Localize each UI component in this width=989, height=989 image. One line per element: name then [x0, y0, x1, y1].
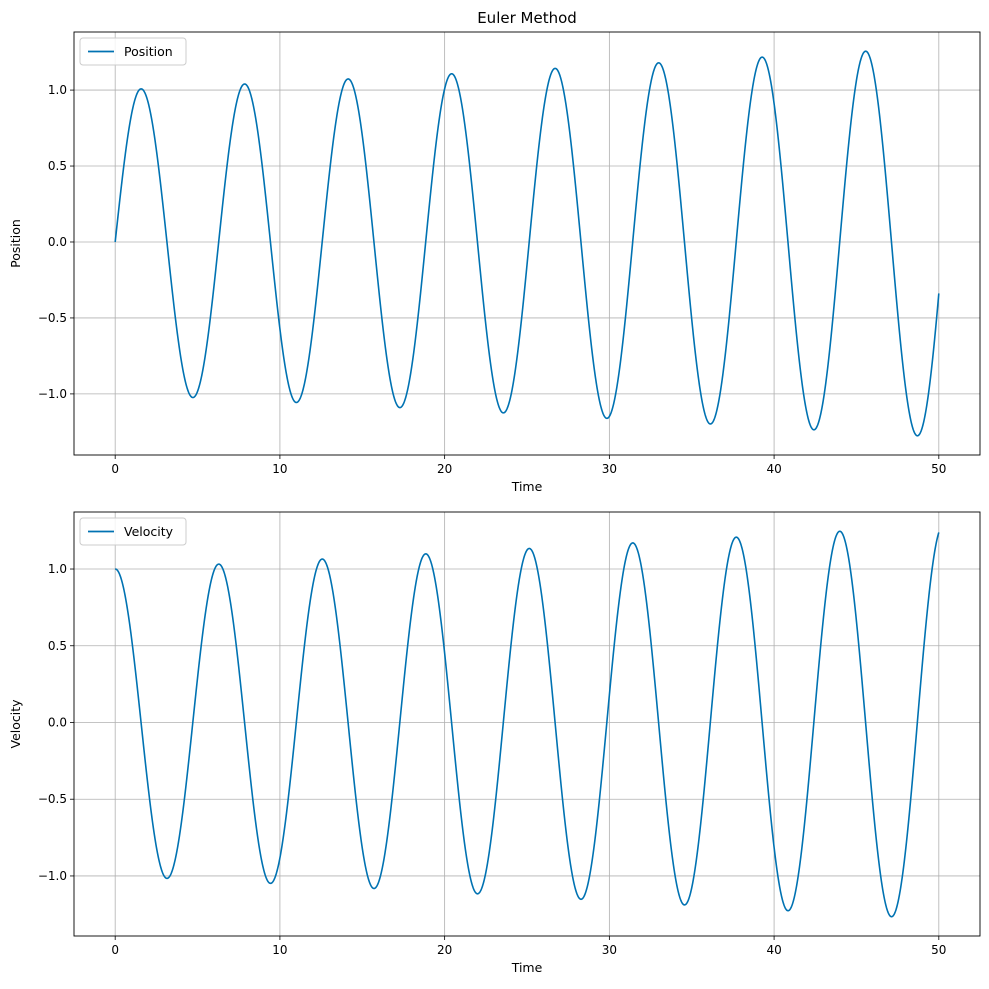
x-tick-label: 30 — [602, 943, 617, 957]
x-axis-label: Time — [511, 479, 543, 494]
y-axis-label: Velocity — [8, 699, 23, 749]
legend-label: Position — [124, 44, 173, 59]
x-tick-label: 20 — [437, 943, 452, 957]
x-tick-label: 0 — [111, 943, 119, 957]
legend-box — [79, 37, 187, 66]
x-tick-label: 30 — [602, 462, 617, 476]
y-axis-label: Position — [8, 219, 23, 268]
x-tick-label: 10 — [272, 462, 287, 476]
x-axis-label: Time — [511, 960, 543, 975]
y-tick-label: 0.5 — [48, 159, 67, 173]
x-tick-label: 40 — [766, 462, 781, 476]
axes-frame — [73, 31, 981, 456]
x-tick-label: 40 — [766, 943, 781, 957]
axes-velocity: 0 10 20 30 40 50 −1.0 −0.5 0.0 0.5 1.0 Time Velocity… — [8, 511, 981, 975]
y-tick-label: 1.0 — [48, 562, 67, 576]
legend: Position — [79, 37, 187, 66]
y-tick-label: −0.5 — [38, 311, 67, 325]
y-tick-label: 0.0 — [48, 235, 67, 249]
y-tick-label: −1.0 — [38, 869, 67, 883]
legend: Velocity — [79, 517, 187, 546]
axes-frame — [73, 511, 981, 937]
x-tick-label: 50 — [931, 943, 946, 957]
x-tick-label: 10 — [272, 943, 287, 957]
series-line-velocity — [115, 530, 940, 918]
y-tick-label: −1.0 — [38, 387, 67, 401]
axes-position: 0 10 20 30 40 50 −1.0 −0.5 0.0 0.5 1.0 Time Position… — [8, 9, 981, 494]
legend-label: Velocity — [124, 524, 174, 539]
x-tick-label: 50 — [931, 462, 946, 476]
x-tick-label: 0 — [111, 462, 119, 476]
chart-title: Euler Method — [477, 9, 577, 27]
y-tick-label: 0.0 — [48, 715, 67, 729]
x-tick-label: 20 — [437, 462, 452, 476]
y-tick-label: −0.5 — [38, 792, 67, 806]
y-tick-label: 0.5 — [48, 639, 67, 653]
series-line-position — [114, 50, 940, 437]
legend-box — [79, 517, 187, 546]
y-tick-label: 1.0 — [48, 83, 67, 97]
